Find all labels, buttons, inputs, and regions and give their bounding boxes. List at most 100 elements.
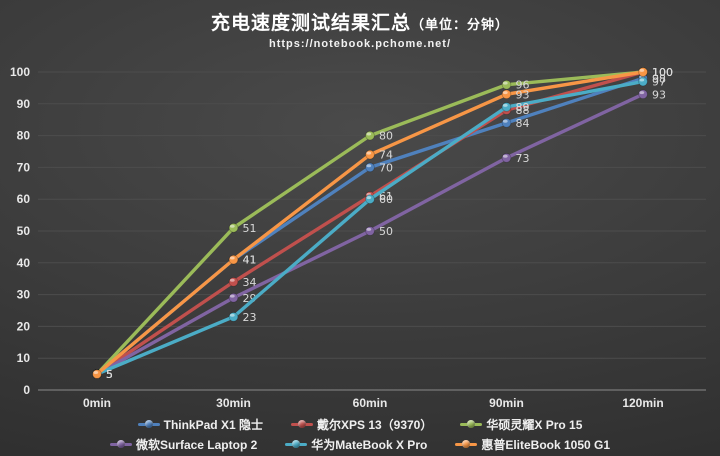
- marker-highlight: [502, 91, 508, 95]
- chart-subtitle: https://notebook.pchome.net/: [269, 38, 451, 50]
- marker-highlight: [366, 151, 372, 155]
- legend-dot-icon: [297, 420, 306, 428]
- data-point-label: 60: [379, 193, 393, 206]
- data-point-label: 100: [652, 66, 673, 79]
- marker-highlight: [366, 132, 372, 136]
- y-axis-tick-label: 20: [17, 319, 31, 333]
- legend-item: 戴尔XPS 13（9370）: [290, 416, 433, 433]
- legend-line-marker-icon: [455, 440, 478, 448]
- data-point-label: 100: [652, 66, 673, 79]
- data-point-marker: [501, 79, 512, 90]
- data-point-label: 51: [243, 222, 257, 235]
- y-axis-tick-label: 50: [17, 224, 31, 238]
- legend-label: 华为MateBook X Pro: [311, 438, 428, 452]
- data-point-marker: [501, 118, 512, 128]
- legend-line-marker-icon: [285, 440, 308, 448]
- marker-highlight: [229, 256, 235, 260]
- marker-highlight: [366, 227, 372, 231]
- legend-item: 惠普EliteBook 1050 G1: [455, 436, 610, 453]
- legend-line-marker-icon: [290, 420, 313, 428]
- legend-dot-icon: [292, 440, 301, 448]
- chart-legend: ThinkPad X1 隐士 戴尔XPS 13（9370） 华硕灵耀X Pro 15…: [0, 416, 720, 453]
- legend-label: 微软Surface Laptop 2: [135, 438, 258, 452]
- legend-dot-icon: [462, 440, 471, 448]
- data-point-label: 88: [516, 104, 530, 117]
- legend-dot-icon: [144, 420, 153, 428]
- data-point-label: 97: [652, 76, 666, 89]
- data-point-label: 41: [243, 254, 257, 267]
- y-axis-tick-label: 10: [17, 351, 31, 365]
- y-axis-tick-label: 40: [17, 256, 31, 270]
- data-point-label: 5: [106, 368, 113, 381]
- chart-title-unit: （单位：分钟）: [411, 17, 510, 32]
- data-point-label: 70: [379, 161, 393, 174]
- marker-highlight: [639, 91, 645, 95]
- legend-label: 戴尔XPS 13（9370）: [316, 418, 433, 432]
- x-axis-tick-label: 60min: [353, 396, 388, 410]
- data-point-label: 5: [106, 368, 113, 381]
- legend-item: 微软Surface Laptop 2: [109, 436, 258, 453]
- data-point-label: 5: [106, 368, 113, 381]
- data-point-marker: [365, 162, 375, 173]
- data-point-label: 93: [516, 88, 530, 101]
- marker-highlight: [366, 196, 372, 200]
- legend-line-marker-icon: [137, 420, 160, 428]
- x-axis-tick-label: 30min: [216, 396, 251, 410]
- data-point-marker: [365, 226, 375, 236]
- marker-highlight: [502, 119, 508, 123]
- data-point-marker: [638, 67, 648, 77]
- x-axis-tick-label: 90min: [489, 396, 524, 410]
- y-axis-tick-label: 90: [17, 97, 31, 111]
- data-point-marker: [365, 194, 375, 205]
- marker-highlight: [502, 103, 508, 107]
- data-point-marker: [501, 102, 512, 112]
- legend-label: 华硕灵耀X Pro 15: [486, 418, 583, 432]
- y-axis-tick-label: 80: [17, 129, 31, 143]
- marker-highlight: [229, 294, 235, 298]
- marker-highlight: [229, 224, 235, 228]
- marker-highlight: [229, 278, 235, 282]
- data-point-marker: [365, 149, 375, 160]
- legend-line-marker-icon: [460, 420, 483, 428]
- y-axis-tick-label: 30: [17, 288, 31, 302]
- legend-item: 华为MateBook X Pro: [285, 436, 427, 453]
- data-point-label: 50: [379, 225, 393, 238]
- data-point-marker: [365, 130, 375, 141]
- y-axis-tick-label: 70: [17, 160, 31, 174]
- data-point-label: 89: [516, 101, 530, 114]
- y-axis-tick-label: 60: [17, 192, 31, 206]
- legend-dot-icon: [116, 440, 125, 448]
- chart-header: 充电速度测试结果汇总（单位：分钟） https://notebook.pchom…: [0, 8, 720, 50]
- data-point-marker: [92, 369, 102, 379]
- data-point-label: 80: [379, 130, 393, 143]
- data-point-marker: [501, 89, 512, 100]
- data-point-label: 34: [243, 276, 257, 289]
- data-point-label: 5: [106, 368, 113, 381]
- data-point-label: 23: [243, 311, 257, 324]
- legend-line-marker-icon: [109, 440, 132, 448]
- legend-label: 惠普EliteBook 1050 G1: [481, 438, 611, 452]
- marker-highlight: [229, 313, 235, 317]
- marker-highlight: [502, 154, 508, 158]
- data-point-label: 100: [652, 66, 673, 79]
- legend-item: ThinkPad X1 隐士: [137, 416, 263, 433]
- data-point-label: 73: [516, 152, 530, 165]
- y-axis-tick-label: 0: [23, 383, 30, 397]
- legend-row: ThinkPad X1 隐士 戴尔XPS 13（9370） 华硕灵耀X Pro 15: [137, 416, 582, 433]
- data-point-label: 74: [379, 149, 393, 162]
- x-axis-tick-label: 120min: [622, 396, 663, 410]
- data-point-label: 41: [243, 254, 257, 267]
- marker-highlight: [366, 164, 372, 168]
- data-point-marker: [638, 76, 648, 87]
- x-axis-tick-label: 0min: [83, 396, 111, 410]
- data-point-marker: [228, 223, 239, 233]
- legend-label: ThinkPad X1 隐士: [163, 418, 263, 432]
- data-point-marker: [228, 254, 239, 265]
- data-point-marker: [228, 312, 239, 322]
- chart-title-main: 充电速度测试结果汇总: [210, 13, 411, 34]
- data-point-marker: [228, 277, 239, 287]
- data-point-label: 96: [516, 79, 530, 92]
- y-axis-tick-label: 100: [10, 65, 30, 79]
- legend-item: 华硕灵耀X Pro 15: [460, 416, 582, 433]
